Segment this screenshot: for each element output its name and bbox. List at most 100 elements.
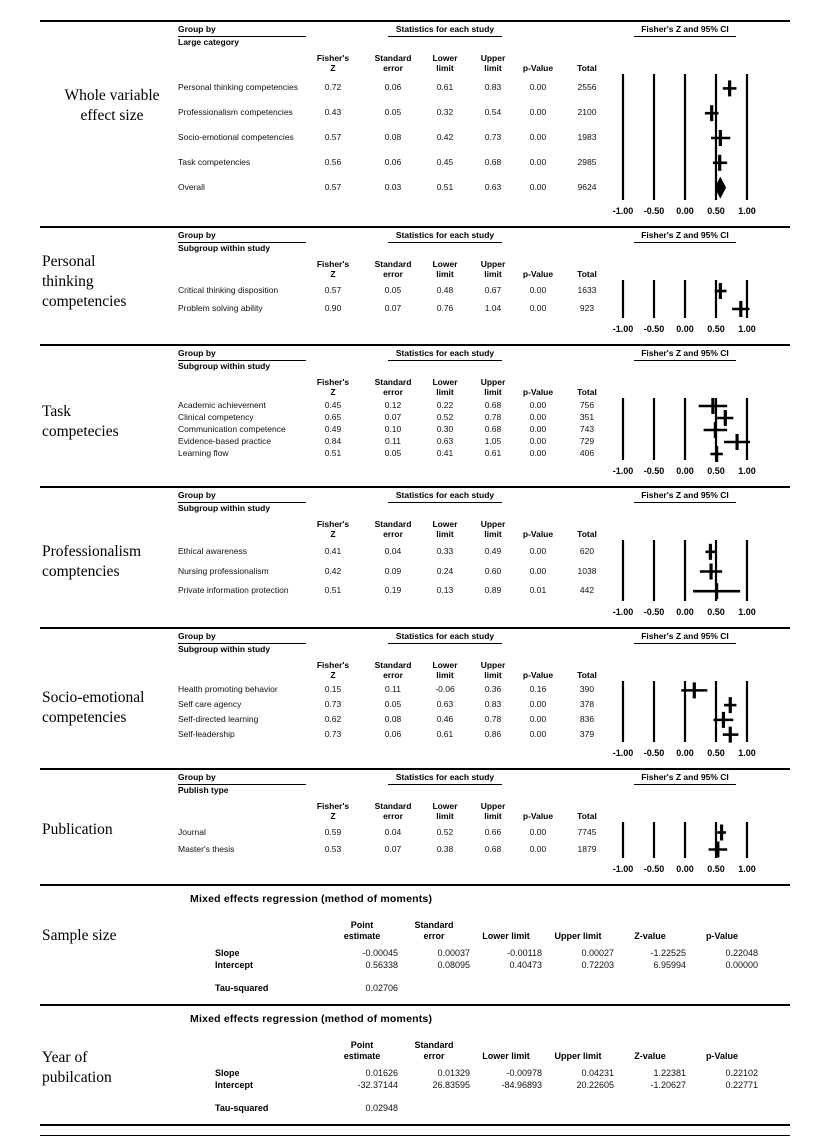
cell-total: 620: [579, 545, 595, 556]
row-label: Communication competence: [178, 424, 286, 434]
horizontal-rule: [40, 627, 790, 629]
cell-fishers-z: 0.62: [324, 713, 342, 724]
cell-standard-error: 0.05: [384, 285, 402, 295]
row-label: Learning flow: [178, 448, 229, 458]
cell-fishers-z: 0.73: [324, 699, 342, 710]
regression-cell: -0.00978: [506, 1068, 542, 1078]
row-label: Master's thesis: [178, 843, 235, 854]
cell-upper-limit: 0.78: [484, 412, 502, 422]
regression-cell: 0.04231: [581, 1068, 614, 1078]
section-label: Professionalism comptencies: [42, 543, 142, 580]
cell-p-value: 0.00: [529, 424, 547, 434]
group-by-subtitle: Publish type: [178, 785, 229, 795]
cell-lower-limit: 0.52: [436, 412, 454, 422]
forest-plot: [621, 822, 749, 858]
regression-column-header: p-Value: [705, 931, 738, 942]
column-header: Upper limit: [480, 377, 506, 398]
horizontal-rule: [40, 344, 790, 346]
axis-tick-label: -0.50: [643, 748, 665, 758]
cell-upper-limit: 0.60: [484, 565, 502, 576]
row-label: Nursing professionalism: [178, 565, 269, 576]
stats-header-underline: [388, 784, 502, 785]
cell-p-value: 0.00: [529, 412, 547, 422]
column-header: Total: [577, 670, 597, 681]
cell-fishers-z: 0.49: [324, 424, 342, 434]
axis-tick-label: 0.00: [676, 748, 694, 758]
cell-lower-limit: 0.61: [436, 82, 454, 93]
group-by-underline: [178, 502, 306, 503]
group-by-underline: [178, 360, 306, 361]
cell-upper-limit: 0.68: [484, 400, 502, 410]
axis-tick-label: 1.00: [738, 748, 756, 758]
cell-upper-limit: 1.05: [484, 436, 502, 446]
group-by-subtitle: Large category: [178, 37, 239, 47]
regression-cell: 0.56338: [365, 960, 398, 970]
column-header: Total: [577, 387, 597, 398]
cell-total: 2100: [577, 107, 597, 118]
cell-total: 7745: [577, 826, 597, 837]
cell-p-value: 0.00: [529, 728, 547, 739]
axis-tick-label: -1.00: [612, 748, 634, 758]
cell-upper-limit: 0.68: [484, 156, 502, 167]
cell-total: 2985: [577, 156, 597, 167]
horizontal-rule: [40, 1004, 790, 1006]
cell-lower-limit: 0.13: [436, 585, 454, 596]
column-header: p-Value: [522, 63, 554, 74]
cell-p-value: 0.00: [529, 843, 547, 854]
row-label: Overall: [178, 181, 205, 192]
plot-header: Fisher's Z and 95% CI: [641, 490, 729, 500]
cell-lower-limit: 0.22: [436, 400, 454, 410]
cell-fishers-z: 0.42: [324, 565, 342, 576]
cell-lower-limit: 0.42: [436, 132, 454, 142]
column-header: Lower limit: [432, 53, 458, 74]
cell-lower-limit: 0.52: [436, 826, 454, 837]
plot-header-underline: [634, 784, 736, 785]
row-label: Socio-emotional competencies: [178, 132, 294, 142]
cell-fishers-z: 0.73: [324, 728, 342, 739]
cell-standard-error: 0.05: [384, 107, 402, 118]
regression-cell: 0.22771: [725, 1080, 758, 1090]
column-header: Lower limit: [432, 519, 458, 540]
stats-header-underline: [388, 502, 502, 503]
tau-squared-label: Tau-squared: [215, 983, 269, 993]
cell-lower-limit: 0.61: [436, 728, 454, 739]
horizontal-rule: [40, 768, 790, 770]
axis-tick-label: -0.50: [643, 466, 665, 476]
cell-fishers-z: 0.57: [324, 132, 342, 142]
cell-total: 1983: [577, 132, 597, 142]
section-label: Socio-emotional competencies: [42, 689, 145, 726]
forest-plot: [621, 681, 749, 743]
forest-plot: [621, 398, 751, 462]
cell-upper-limit: 0.83: [484, 82, 502, 93]
cell-standard-error: 0.19: [384, 585, 402, 596]
section-label: Sample size: [42, 927, 117, 944]
column-header: p-Value: [522, 529, 554, 540]
axis-tick-label: -1.00: [612, 206, 634, 216]
column-header: Upper limit: [480, 53, 506, 74]
cell-upper-limit: 0.67: [484, 285, 502, 295]
column-header: p-Value: [522, 670, 554, 681]
regression-column-header: Point estimate: [343, 920, 381, 942]
horizontal-rule: [40, 20, 790, 22]
regression-cell: 0.00000: [725, 960, 758, 970]
forest-plot: [621, 540, 749, 601]
cell-fishers-z: 0.65: [324, 412, 342, 422]
group-by-underline: [178, 643, 306, 644]
regression-cell: -1.22525: [650, 948, 686, 958]
row-label: Task competencies: [178, 156, 251, 167]
horizontal-rule: [40, 486, 790, 488]
regression-cell: 1.22381: [653, 1068, 686, 1078]
regression-column-header: Lower limit: [482, 931, 530, 942]
axis-tick-label: 0.00: [676, 324, 694, 334]
stats-header-underline: [388, 36, 502, 37]
cell-lower-limit: 0.46: [436, 713, 454, 724]
cell-p-value: 0.00: [529, 826, 547, 837]
cell-lower-limit: 0.45: [436, 156, 454, 167]
row-label: Journal: [178, 826, 206, 837]
cell-fishers-z: 0.45: [324, 400, 342, 410]
group-by-label: Group by: [178, 772, 216, 782]
column-header: Total: [577, 811, 597, 822]
section-label: Task competecies: [42, 403, 119, 440]
regression-column-header: Lower limit: [482, 1051, 530, 1062]
stats-header: Statistics for each study: [395, 24, 495, 34]
